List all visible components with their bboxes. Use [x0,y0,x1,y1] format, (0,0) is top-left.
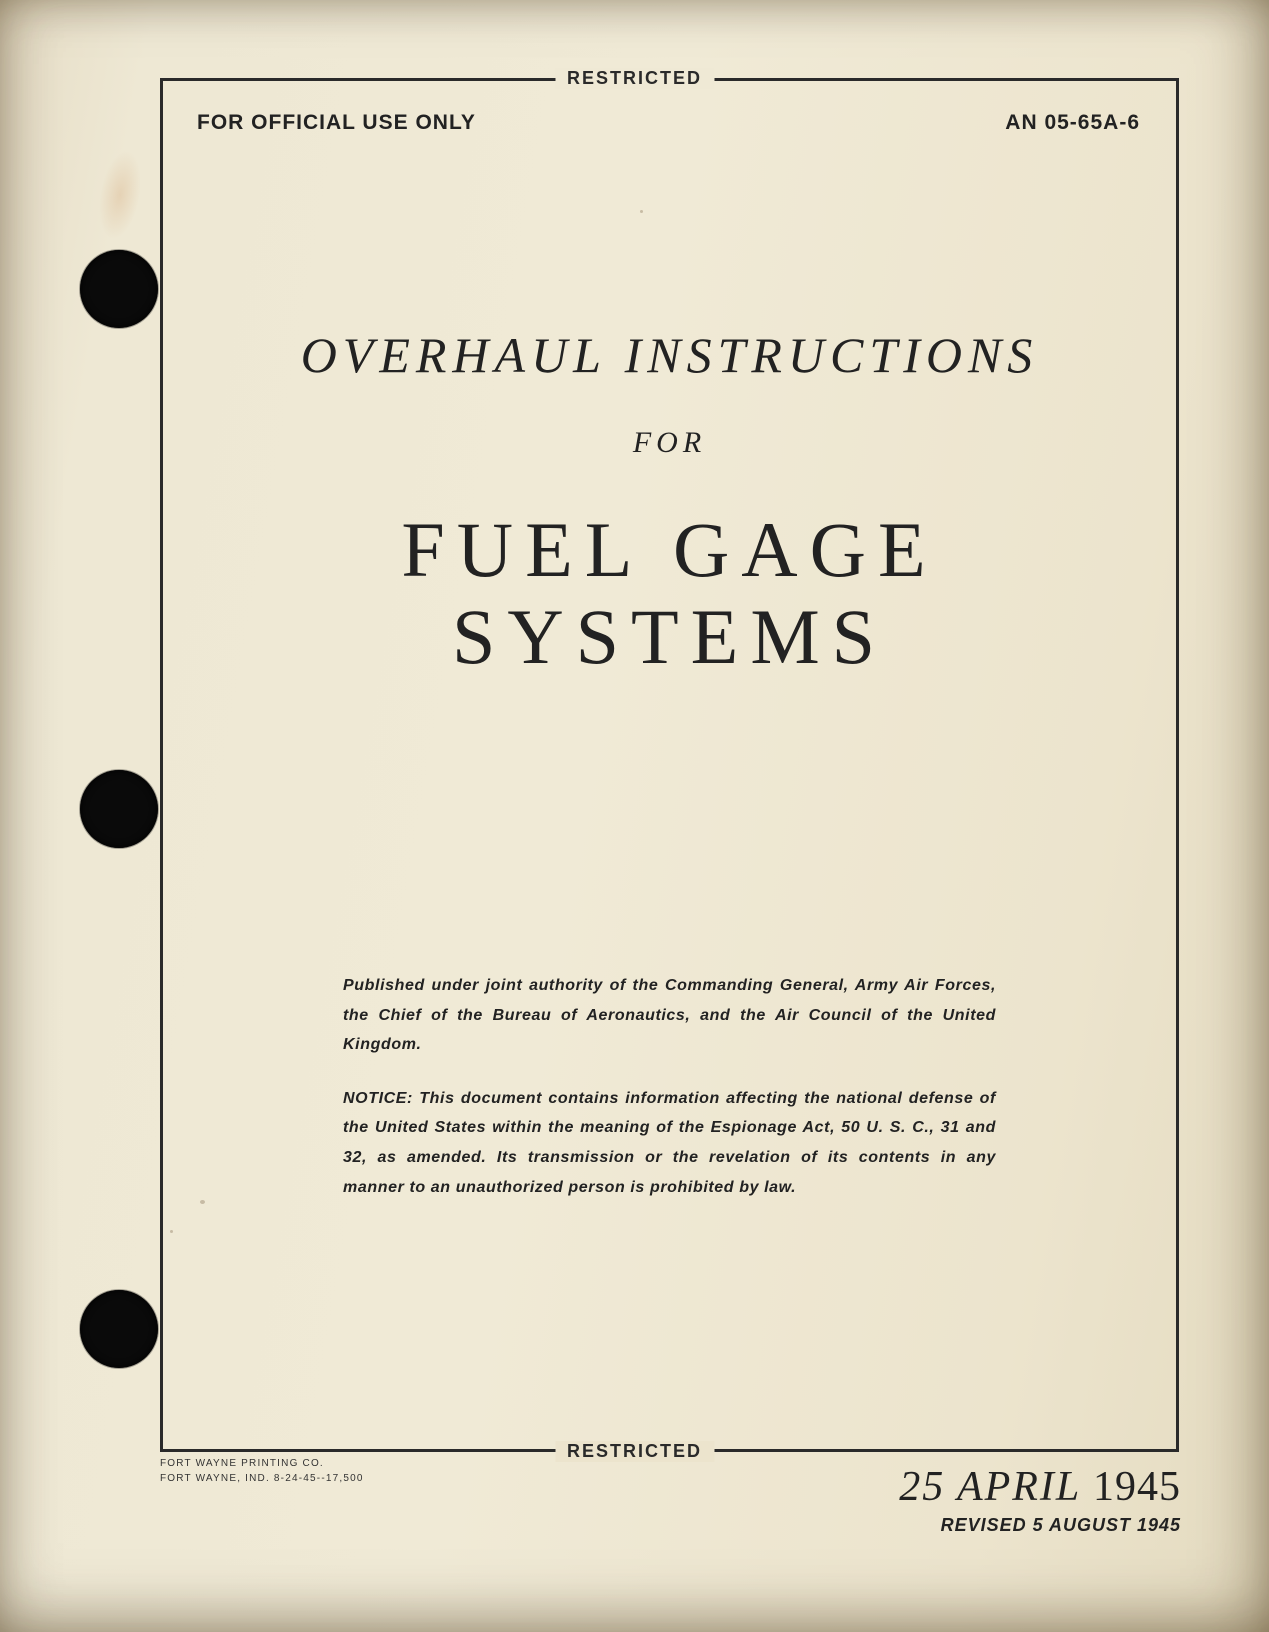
title-main: FUEL GAGE SYSTEMS [163,506,1176,681]
date-block: 25 APRIL 1945 REVISED 5 AUGUST 1945 [899,1463,1181,1536]
paper-stain [92,147,147,243]
date-main-prefix: 25 APRIL [899,1464,1093,1510]
speck [170,1230,173,1233]
classification-bottom: RESTRICTED [555,1441,714,1462]
punch-hole [80,770,158,848]
notice-lead: NOTICE: [343,1090,413,1107]
title-main-line-b: SYSTEMS [452,593,887,680]
date-main: 25 APRIL 1945 [899,1463,1181,1511]
espionage-notice: NOTICE: This document contains informati… [343,1084,996,1202]
speck [200,1200,205,1204]
printer-line1: FORT WAYNE PRINTING CO. [160,1456,364,1471]
page-border: FOR OFFICIAL USE ONLY AN 05-65A-6 OVERHA… [160,78,1179,1452]
notice-body: This document contains information affec… [343,1090,996,1196]
printer-line2: FORT WAYNE, IND. 8-24-45--17,500 [160,1471,364,1486]
printer-imprint: FORT WAYNE PRINTING CO. FORT WAYNE, IND.… [160,1456,364,1486]
scanned-page: FOR OFFICIAL USE ONLY AN 05-65A-6 OVERHA… [0,0,1269,1632]
title-for: FOR [163,426,1176,460]
date-main-year: 1945 [1093,1464,1181,1510]
date-revised: REVISED 5 AUGUST 1945 [899,1515,1181,1536]
doc-number: AN 05-65A-6 [1005,111,1140,135]
punch-hole [80,250,158,328]
title-main-line-a: FUEL GAGE [401,506,937,593]
authority-paragraph: Published under joint authority of the C… [343,971,996,1060]
official-use-label: FOR OFFICIAL USE ONLY [197,111,476,135]
title-overhaul: OVERHAUL INSTRUCTIONS [163,326,1176,384]
punch-hole [80,1290,158,1368]
notice-block: Published under joint authority of the C… [343,971,996,1226]
title-block: OVERHAUL INSTRUCTIONS FOR FUEL GAGE SYST… [163,326,1176,681]
header-row: FOR OFFICIAL USE ONLY AN 05-65A-6 [197,111,1140,135]
classification-top: RESTRICTED [555,68,714,89]
speck [640,210,643,213]
